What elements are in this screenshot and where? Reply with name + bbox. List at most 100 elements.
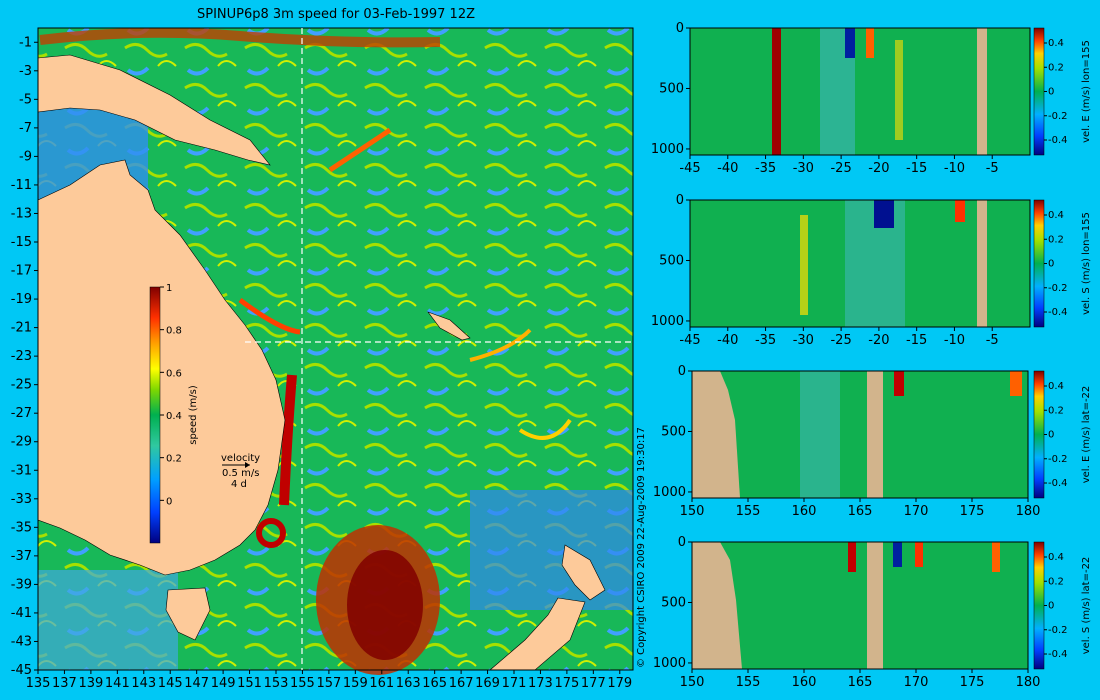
map-y-tick-label: -37 bbox=[11, 549, 32, 564]
map-x-tick-label: 147 bbox=[184, 676, 209, 691]
section-x-tick-label: 160 bbox=[792, 675, 817, 690]
map-x-tick-label: 167 bbox=[449, 676, 474, 691]
map-title: SPINUP6p8 3m speed for 03-Feb-1997 12Z bbox=[197, 7, 475, 22]
section-colorbar-tick-label: 0.2 bbox=[1048, 576, 1064, 587]
map-y-tick-label: -9 bbox=[19, 149, 32, 164]
map-x-tick-label: 143 bbox=[131, 676, 156, 691]
map-colorbar-tick-label: 0.6 bbox=[166, 368, 182, 379]
section-1-blue-core bbox=[845, 28, 855, 58]
section-1-red-jet bbox=[772, 28, 781, 155]
section-3-orange-core bbox=[1010, 371, 1022, 396]
section-colorbar-tick-label: -0.4 bbox=[1048, 135, 1068, 146]
section-x-tick-label: -20 bbox=[868, 333, 889, 348]
section-colorbar-tick-label: 0 bbox=[1048, 87, 1054, 98]
copyright: © Copyright CSIRO 2009 22-Aug-2009 19:30… bbox=[636, 427, 647, 668]
australia bbox=[37, 159, 286, 576]
section-3-axes: 150 155 160 165 170 175 180 0 500 1000 0.4 0.2 0 -0.2… bbox=[653, 364, 1092, 519]
section-y-tick-label: 1000 bbox=[651, 314, 684, 329]
section-y-tick-label: 500 bbox=[661, 595, 686, 610]
section-4-blue-core bbox=[893, 542, 902, 567]
section-colorbar-tick-label: 0.2 bbox=[1048, 405, 1064, 416]
section-4-orange-core bbox=[992, 542, 1000, 572]
section-panel-4 bbox=[691, 541, 1029, 670]
section-x-tick-label: -40 bbox=[717, 161, 738, 176]
new-zealand-north bbox=[561, 544, 606, 601]
section-4-land bbox=[692, 542, 742, 669]
section-y-tick-label: 1000 bbox=[653, 656, 686, 671]
section-x-tick-label: -30 bbox=[793, 333, 814, 348]
section-x-tick-label: -35 bbox=[755, 161, 776, 176]
map-x-tick-label: 177 bbox=[581, 676, 606, 691]
section-x-tick-label: 165 bbox=[848, 504, 873, 519]
section-x-tick-label: 175 bbox=[960, 504, 985, 519]
section-y-tick-label: 0 bbox=[676, 193, 684, 208]
section-x-tick-label: -35 bbox=[755, 333, 776, 348]
section-colorbar-tick-label: -0.4 bbox=[1048, 478, 1068, 489]
section-colorbar-tick-label: -0.2 bbox=[1048, 283, 1068, 294]
map-y-tick-label: -27 bbox=[11, 406, 32, 421]
map-y-tick-label: -23 bbox=[11, 349, 32, 364]
section-colorbar-tick-label: -0.4 bbox=[1048, 307, 1068, 318]
section-x-tick-label: -5 bbox=[986, 161, 999, 176]
map-y-tick-label: -31 bbox=[11, 463, 32, 478]
section-4-land-gap bbox=[867, 542, 883, 669]
eddy-streak-2 bbox=[469, 328, 532, 362]
jet-21s bbox=[238, 297, 301, 335]
section-x-tick-label: -30 bbox=[793, 161, 814, 176]
section-2-colorbar-label: vel. S (m/s) lon=155 bbox=[1081, 212, 1092, 315]
section-colorbar-tick-label: 0.2 bbox=[1048, 234, 1064, 245]
section-y-tick-label: 500 bbox=[659, 253, 684, 268]
section-y-tick-label: 0 bbox=[678, 364, 686, 379]
map-frame bbox=[37, 27, 634, 671]
map-x-tick-label: 171 bbox=[502, 676, 527, 691]
section-y-tick-label: 0 bbox=[676, 21, 684, 36]
velocity-legend-speed: 0.5 m/s bbox=[222, 468, 259, 479]
map-y-tick-label: -5 bbox=[19, 92, 32, 107]
section-colorbar-tick-label: 0 bbox=[1048, 259, 1054, 270]
section-4-axes: 150 155 160 165 170 175 180 0 500 1000 0.4 0.2 0 -0.2… bbox=[653, 535, 1092, 690]
velocity-legend-label: velocity bbox=[221, 453, 260, 464]
eddy-streak-3 bbox=[518, 418, 572, 440]
section-panel-1 bbox=[689, 27, 1031, 156]
map-colorbar-tick-label: 0 bbox=[166, 496, 172, 507]
section-x-tick-label: -10 bbox=[944, 333, 965, 348]
new-guinea bbox=[37, 54, 271, 166]
section-colorbar-tick-label: 0 bbox=[1048, 601, 1054, 612]
section-x-tick-label: 155 bbox=[736, 504, 761, 519]
section-2-yellow-band bbox=[800, 215, 808, 315]
section-2-colorbar bbox=[1033, 199, 1045, 328]
map-x-tick-label: 153 bbox=[264, 676, 289, 691]
map-x-tick-label: 137 bbox=[52, 676, 77, 691]
section-x-tick-label: 170 bbox=[904, 675, 929, 690]
section-x-tick-label: 150 bbox=[680, 504, 705, 519]
section-3-plot bbox=[692, 371, 1028, 498]
map-colorbar-label: speed (m/s) bbox=[188, 385, 199, 445]
section-4-colorbar-label: vel. S (m/s) lat=-22 bbox=[1081, 557, 1092, 655]
map-y-tick-label: -15 bbox=[11, 235, 32, 250]
map-x-tick-label: 151 bbox=[237, 676, 262, 691]
section-1-land bbox=[977, 28, 987, 155]
map-y-tick-label: -29 bbox=[11, 435, 32, 450]
map-x-tick-label: 169 bbox=[475, 676, 500, 691]
section-3-land bbox=[692, 371, 740, 498]
section-x-tick-label: 160 bbox=[792, 504, 817, 519]
map-y-ticks: -1 -3 -5 -7 -9 -11 -13 -15 -17 -19 -21 -23 -25 -27 -29… bbox=[11, 35, 38, 678]
section-x-tick-label: 180 bbox=[1016, 675, 1041, 690]
section-2-blue-core bbox=[874, 200, 894, 228]
velocity-legend: velocity 0.5 m/s 4 d bbox=[221, 453, 260, 490]
warm-eddy bbox=[256, 518, 286, 548]
map-x-tick-label: 135 bbox=[26, 676, 51, 691]
section-x-tick-label: 165 bbox=[848, 675, 873, 690]
section-1-frame bbox=[689, 27, 1031, 156]
map-colorbar-tick-label: 0.4 bbox=[166, 411, 182, 422]
map-x-tick-label: 175 bbox=[554, 676, 579, 691]
section-y-tick-label: 0 bbox=[678, 535, 686, 550]
map-y-tick-label: -41 bbox=[11, 606, 32, 621]
eddy-streak-1 bbox=[328, 127, 392, 173]
section-3-land-gap bbox=[867, 371, 883, 498]
section-1-yellow-band bbox=[895, 40, 903, 140]
section-colorbar-tick-label: 0.4 bbox=[1048, 210, 1064, 221]
land bbox=[37, 54, 606, 671]
section-x-tick-label: -15 bbox=[906, 333, 927, 348]
